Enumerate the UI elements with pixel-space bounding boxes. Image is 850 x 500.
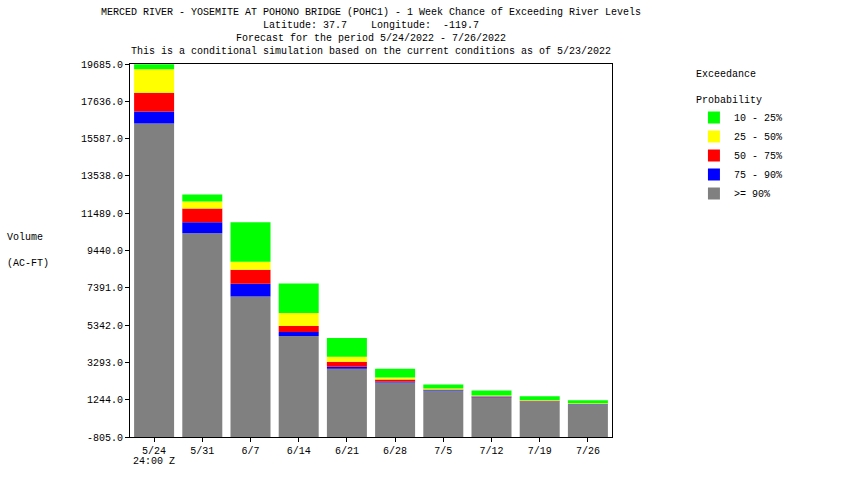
svg-text:19685.0: 19685.0 (81, 60, 123, 71)
svg-text:1244.0: 1244.0 (87, 395, 123, 406)
svg-text:9440.0: 9440.0 (87, 246, 123, 257)
svg-text:6/14: 6/14 (287, 446, 311, 457)
svg-text:3293.0: 3293.0 (87, 358, 123, 369)
svg-text:13538.0: 13538.0 (81, 171, 123, 182)
svg-text:7/19: 7/19 (528, 446, 552, 457)
svg-text:7/12: 7/12 (479, 446, 503, 457)
svg-text:7/5: 7/5 (434, 446, 452, 457)
svg-text:5342.0: 5342.0 (87, 321, 123, 332)
svg-text:>= 90%: >= 90% (734, 189, 770, 200)
svg-text:5/31: 5/31 (190, 446, 214, 457)
svg-text:6/7: 6/7 (241, 446, 259, 457)
svg-text:Volume(AC-FT): Volume(AC-FT) (7, 232, 49, 269)
svg-text:50 - 75%: 50 - 75% (734, 151, 782, 162)
svg-text:25 - 50%: 25 - 50% (734, 132, 782, 143)
svg-text:7/26: 7/26 (576, 446, 600, 457)
svg-text:5/24: 5/24 (142, 446, 166, 457)
svg-text:MERCED RIVER - YOSEMITE AT POH: MERCED RIVER - YOSEMITE AT POHONO BRIDGE… (101, 7, 641, 57)
svg-text:17636.0: 17636.0 (81, 97, 123, 108)
svg-text:24:00 Z: 24:00 Z (133, 456, 175, 467)
svg-text:15587.0: 15587.0 (81, 134, 123, 145)
svg-text:6/21: 6/21 (335, 446, 359, 457)
svg-text:6/28: 6/28 (383, 446, 407, 457)
svg-text:11489.0: 11489.0 (81, 209, 123, 220)
svg-text:75 - 90%: 75 - 90% (734, 170, 782, 181)
svg-text:ExceedanceProbability: ExceedanceProbability (696, 69, 762, 106)
svg-text:10 - 25%: 10 - 25% (734, 113, 782, 124)
svg-text:7391.0: 7391.0 (87, 283, 123, 294)
svg-text:-805.0: -805.0 (87, 433, 123, 444)
